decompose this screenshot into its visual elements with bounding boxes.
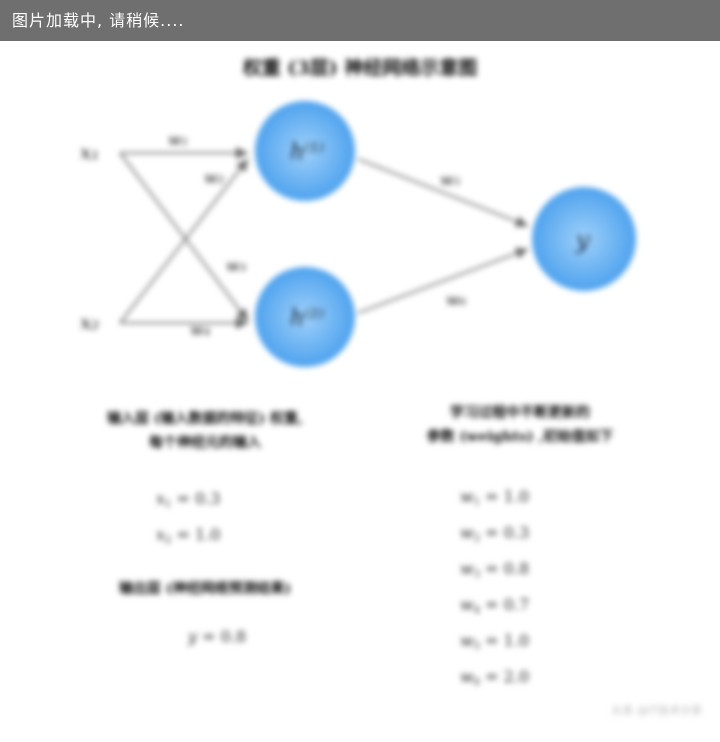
edge-label-w2: w₂: [204, 168, 224, 187]
blurred-diagram-image: 权重 (3层) 神经网络示意图 h⁽¹: [0, 41, 720, 742]
weights-caption-line-1: 学习过程中不断更新的: [450, 405, 590, 421]
loading-text: 图片加载中, 请稍候....: [12, 11, 185, 30]
edge-x1-h2: [119, 152, 249, 322]
weight-value-row: w1 = 1.0: [460, 487, 530, 508]
hidden-node-2: [255, 267, 355, 367]
output-value-list: y = 0.8: [188, 619, 246, 655]
input-caption: 输入层 (输入数据的特征) 权重, 每个神经元的输入: [40, 407, 370, 455]
output-caption: 输出层 (神经网络预测结果): [60, 577, 350, 601]
weight-value-row: w4 = 0.7: [460, 595, 530, 616]
weights-caption-line-2: 参数 (weights) ,初始值如下: [426, 429, 614, 445]
output-edges: [357, 158, 529, 314]
weight-value-row: w2 = 0.3: [460, 523, 530, 544]
image-loading-bar: 图片加载中, 请稍候....: [0, 0, 720, 41]
output-node-label: y: [575, 226, 590, 254]
edge-label-w5: w₅: [440, 170, 461, 189]
output-caption-line: 输出层 (神经网络预测结果): [118, 581, 292, 597]
neural-network-diagram: h⁽¹⁾ h⁽²⁾ y x₁ x₂ w₁ w₂ w₃ w₄ w₅ w₆: [80, 101, 636, 367]
hidden-node-2-label: h⁽²⁾: [290, 306, 324, 331]
input-caption-line-1: 输入层 (输入数据的特征) 权重,: [107, 411, 303, 427]
edge-h2-y: [357, 247, 529, 314]
watermark: 头条 @IT技术分享: [611, 704, 702, 717]
output-value-row: y = 0.8: [188, 627, 247, 646]
weights-caption: 学习过程中不断更新的 参数 (weights) ,初始值如下: [390, 401, 650, 449]
hidden-node-1-label: h⁽¹⁾: [290, 140, 324, 165]
output-node: [532, 187, 636, 291]
edge-label-w6: w₆: [446, 290, 467, 309]
weight-value-row: w6 = 2.0: [460, 667, 530, 688]
edge-label-w4: w₄: [190, 320, 210, 339]
weights-values-list: w1 = 1.0 w2 = 0.3 w3 = 0.8 w4 = 0.7 w5 =…: [460, 479, 529, 695]
diagram-title: 权重 (3层) 神经网络示意图: [242, 57, 478, 79]
edge-label-w1: w₁: [168, 130, 188, 149]
weight-value-row: w3 = 0.8: [460, 559, 530, 580]
input-edges: [119, 147, 249, 329]
input-values-list: x1 = 0.3 x2 = 1.0: [156, 481, 220, 553]
input-value-row: x2 = 1.0: [156, 525, 221, 546]
input-value-row: x1 = 0.3: [156, 489, 221, 510]
edge-x2-h1: [119, 158, 249, 324]
input-caption-line-2: 每个神经元的输入: [149, 435, 261, 451]
input-label-x2: x₂: [80, 310, 99, 334]
hidden-node-1: [255, 101, 355, 201]
edge-h1-y: [357, 158, 529, 228]
weight-value-row: w5 = 1.0: [460, 631, 530, 652]
input-label-x1: x₁: [80, 140, 99, 164]
edge-label-w3: w₃: [226, 256, 246, 275]
